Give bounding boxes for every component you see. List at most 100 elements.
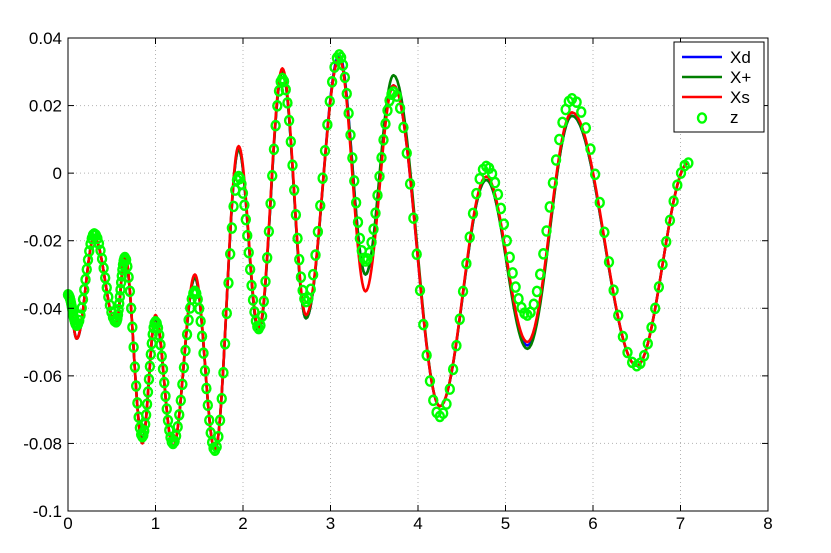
- data-point-z: [93, 237, 105, 250]
- data-point-z: [550, 154, 562, 166]
- data-point-z: [401, 147, 412, 159]
- x-tick-label: 6: [588, 514, 597, 533]
- data-point-z: [115, 283, 126, 296]
- data-point-z: [265, 197, 276, 210]
- y-tick-label: -0.1: [33, 502, 62, 521]
- data-point-z: [382, 104, 393, 117]
- data-point-z: [143, 373, 155, 386]
- data-point-z: [580, 122, 592, 134]
- data-point-z: [571, 96, 582, 108]
- data-point-z: [531, 285, 543, 298]
- data-point-z: [152, 322, 164, 334]
- data-point-z: [242, 229, 253, 242]
- data-point-z: [319, 144, 331, 157]
- data-point-z: [366, 236, 377, 249]
- data-point-z: [202, 399, 214, 412]
- data-point-z: [84, 245, 95, 257]
- data-point-z: [312, 225, 324, 238]
- x-tick-label: 2: [238, 514, 247, 533]
- data-point-z: [112, 308, 124, 321]
- data-point-z: [164, 424, 175, 436]
- data-point-z: [261, 251, 273, 264]
- data-point-z: [169, 435, 180, 448]
- data-point-z: [199, 364, 211, 377]
- data-point-z: [345, 129, 356, 141]
- data-point-z: [603, 256, 615, 268]
- data-point-z: [437, 407, 449, 420]
- data-point-z: [504, 251, 515, 264]
- data-point-z: [376, 151, 387, 164]
- data-point-z: [193, 302, 205, 315]
- data-point-z: [115, 276, 127, 289]
- data-point-z: [576, 106, 587, 118]
- axis-ticks: 0 1 2 3 4 5 6 7 8 -0.1 -0.08 -0.06 -0.04 -0.02 0 0.02 0.…: [23, 29, 772, 533]
- data-point-z: [125, 302, 137, 315]
- data-point-z: [147, 328, 158, 341]
- data-point-z: [683, 157, 694, 169]
- data-point-z: [219, 337, 231, 350]
- data-point-z: [544, 201, 555, 213]
- data-point-z: [362, 253, 373, 265]
- data-point-z: [142, 386, 154, 398]
- data-point-z: [288, 184, 300, 196]
- data-point-z: [352, 216, 364, 228]
- y-tick-label: 0: [53, 164, 62, 183]
- data-point-z: [122, 260, 133, 273]
- data-point-z: [156, 350, 167, 363]
- data-point-z: [124, 285, 136, 298]
- legend-label-z: z: [730, 108, 739, 127]
- data-point-z: [247, 294, 259, 306]
- data-point-z: [322, 118, 333, 131]
- data-point-z: [380, 118, 391, 130]
- data-point-z: [360, 255, 371, 267]
- data-point-z: [649, 302, 661, 315]
- data-point-z: [234, 172, 246, 185]
- data-point-z: [368, 223, 379, 235]
- data-point-z: [139, 425, 150, 437]
- data-point-z: [180, 344, 191, 357]
- data-point-z: [613, 309, 624, 322]
- data-point-z: [287, 159, 298, 172]
- data-point-z: [464, 231, 475, 243]
- data-point-z: [326, 76, 338, 88]
- data-point-z: [175, 394, 187, 407]
- data-point-z: [374, 170, 385, 183]
- data-point-z: [642, 337, 654, 350]
- data-point-z: [441, 398, 452, 410]
- data-point-z: [140, 409, 152, 421]
- data-point-z: [216, 392, 227, 405]
- data-point-z: [461, 257, 472, 270]
- data-point-z: [424, 375, 436, 387]
- data-point-z: [104, 299, 116, 312]
- data-point-z: [350, 196, 362, 209]
- data-point-z: [191, 287, 202, 300]
- data-point-z: [324, 95, 335, 108]
- data-point-z: [290, 209, 302, 221]
- data-point-z: [223, 277, 234, 289]
- data-point-z: [282, 97, 293, 109]
- data-point-z: [295, 271, 307, 284]
- data-point-z: [174, 409, 185, 421]
- data-point-z: [263, 225, 275, 238]
- data-point-z: [394, 102, 406, 114]
- legend-label-X+: X+: [730, 68, 751, 87]
- data-point-z: [467, 207, 479, 220]
- data-point-z: [123, 271, 134, 283]
- data-point-z: [617, 330, 629, 343]
- data-point-z: [364, 246, 375, 259]
- data-point-z: [622, 346, 633, 359]
- data-point-z: [418, 318, 429, 331]
- series-markers-z: [62, 49, 694, 456]
- y-tick-label: -0.08: [23, 434, 62, 453]
- data-point-z: [444, 383, 456, 395]
- data-point-z: [196, 330, 208, 343]
- data-point-z: [451, 339, 462, 352]
- legend-swatch-z: [696, 112, 708, 124]
- data-point-z: [246, 279, 257, 292]
- data-point-z: [454, 313, 465, 326]
- data-point-z: [201, 382, 212, 395]
- data-point-z: [457, 285, 469, 298]
- data-point-z: [198, 347, 209, 359]
- data-point-z: [501, 234, 513, 247]
